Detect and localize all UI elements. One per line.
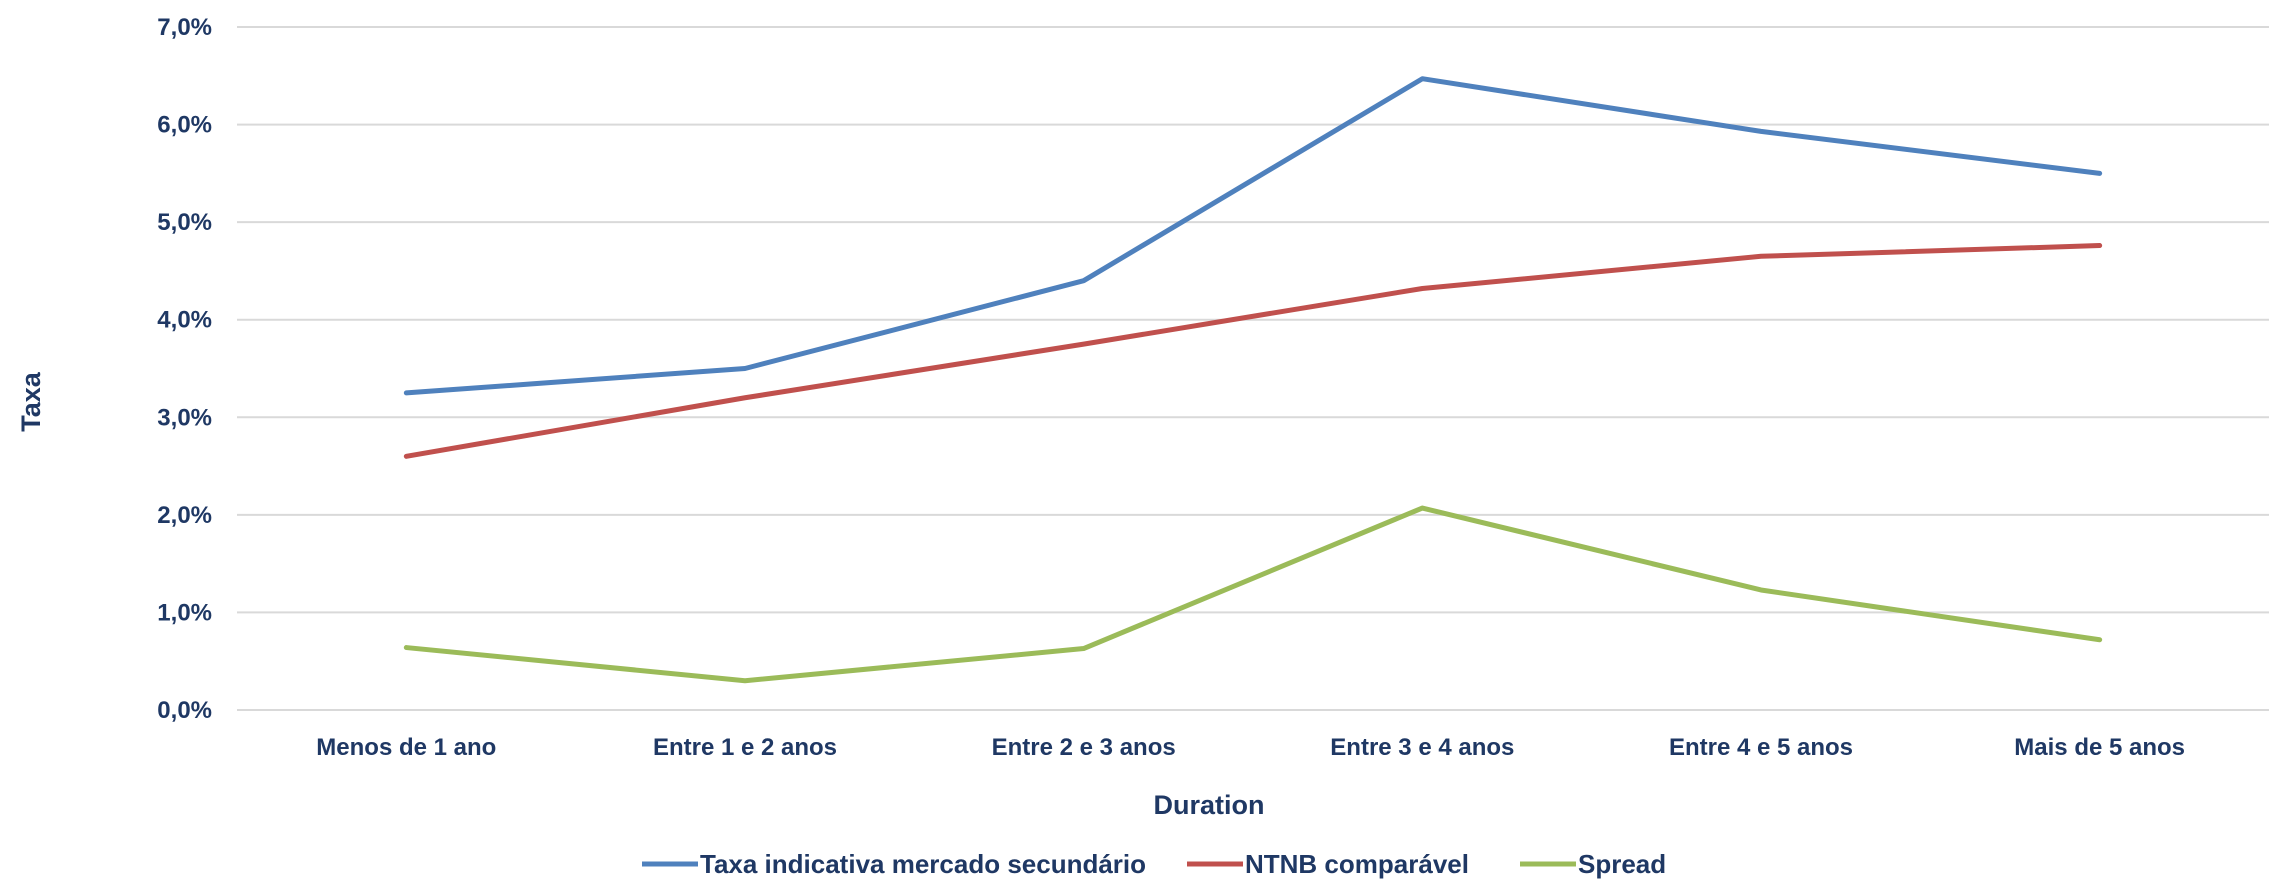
legend-label: NTNB comparável: [1245, 849, 1469, 879]
x-axis-tick-labels: Menos de 1 ano Entre 1 e 2 anos Entre 2 e …: [316, 734, 2185, 761]
x-tick-label: Entre 3 e 4 anos: [1330, 734, 1514, 761]
y-tick-label: 1,0%: [157, 599, 212, 626]
series-lines: [403, 76, 2103, 684]
x-tick-label: Entre 1 e 2 anos: [653, 734, 837, 761]
y-tick-label: 3,0%: [157, 404, 212, 431]
y-tick-label: 6,0%: [157, 112, 212, 139]
series-line-2: [403, 243, 2103, 459]
legend-label: Taxa indicativa mercado secundário: [700, 849, 1146, 879]
x-tick-label: Menos de 1 ano: [316, 734, 496, 761]
series-line-3: [403, 505, 2103, 684]
series-line-1: [403, 76, 2103, 396]
x-tick-label: Mais de 5 anos: [2014, 734, 2185, 761]
y-tick-label: 4,0%: [157, 307, 212, 334]
y-tick-label: 7,0%: [157, 14, 212, 41]
y-tick-label: 2,0%: [157, 502, 212, 529]
gridlines: [237, 26, 2269, 711]
y-tick-label: 5,0%: [157, 209, 212, 236]
y-axis-tick-labels: 0,0% 1,0% 2,0% 3,0% 4,0% 5,0% 6,0% 7,0%: [157, 14, 212, 724]
x-tick-label: Entre 4 e 5 anos: [1669, 734, 1853, 761]
y-tick-label: 0,0%: [157, 697, 212, 724]
x-axis-title: Duration: [1154, 790, 1265, 820]
x-tick-label: Entre 2 e 3 anos: [992, 734, 1176, 761]
legend-label: Spread: [1578, 849, 1666, 879]
y-axis-title: Taxa: [16, 371, 46, 432]
legend: Taxa indicativa mercado secundário NTNB c…: [642, 849, 1666, 879]
